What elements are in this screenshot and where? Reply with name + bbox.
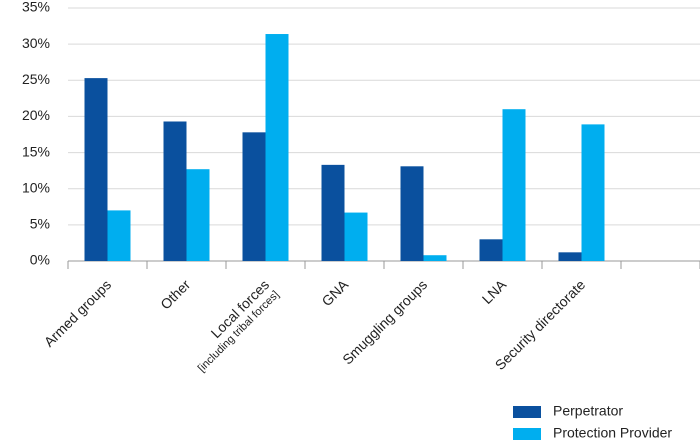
y-tick-label: 35% (22, 0, 50, 15)
bar (265, 34, 289, 261)
y-tick-label: 30% (22, 35, 50, 51)
legend-swatch (513, 428, 541, 440)
y-tick-label: 0% (30, 252, 50, 268)
legend-label: Protection Provider (553, 425, 672, 441)
x-tick-label: Armed groups (41, 276, 114, 349)
y-tick-label: 25% (22, 71, 50, 87)
legend-label: Perpetrator (553, 403, 623, 419)
y-tick-label: 20% (22, 107, 50, 123)
bar (502, 109, 526, 261)
y-tick-label: 5% (30, 216, 50, 232)
bar (163, 121, 187, 261)
bar (400, 166, 424, 261)
x-tick-label: GNA (318, 276, 351, 309)
bar (423, 255, 447, 261)
bar (107, 210, 131, 261)
bar (186, 169, 210, 261)
bar (344, 212, 368, 261)
bar (479, 239, 503, 261)
x-tick-label: Smuggling groups (339, 276, 430, 367)
bar (558, 252, 582, 261)
bar (84, 78, 108, 261)
x-tick-label: Other (157, 276, 193, 312)
x-tick-label: LNA (479, 276, 510, 307)
bar (242, 132, 266, 261)
bar (581, 124, 605, 261)
legend-swatch (513, 406, 541, 418)
bar (321, 164, 345, 261)
y-tick-label: 15% (22, 143, 50, 159)
y-tick-label: 10% (22, 179, 50, 195)
